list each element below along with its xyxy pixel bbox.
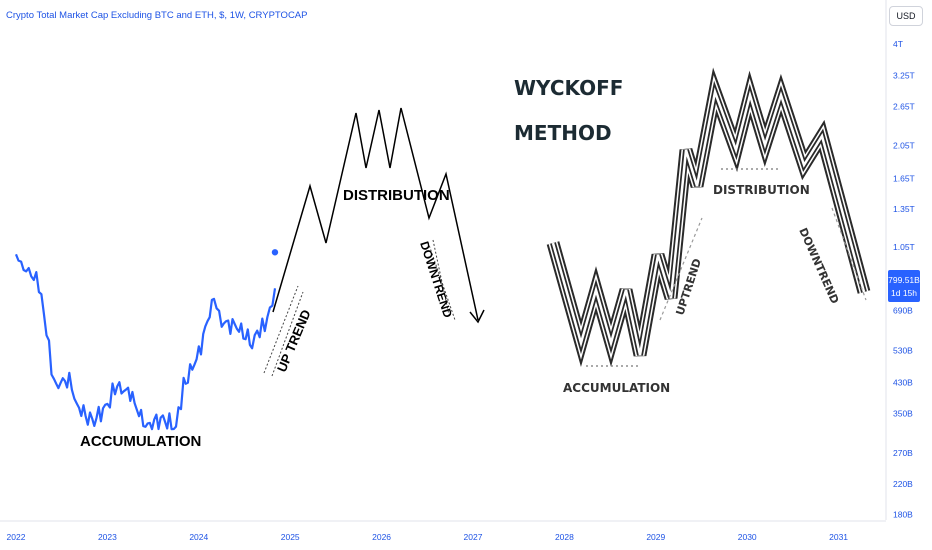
wyckoff-title-line2: METHOD: [514, 121, 612, 145]
time-axis-tick-label: 2031: [829, 532, 848, 542]
price-axis-tick-label: 2.65T: [893, 101, 915, 111]
time-axis-tick-label: 2029: [646, 532, 665, 542]
wyckoff-accumulation-label: ACCUMULATION: [563, 381, 670, 395]
last-price-badge: 799.51B 1d 15h: [888, 270, 920, 302]
downtrend-guide-line-2: [432, 239, 450, 316]
wyckoff-downtrend-dots: [831, 207, 867, 301]
price-axis-tick-label: 350B: [893, 409, 913, 419]
price-axis-tick-label: 3.25T: [893, 71, 915, 81]
uptrend-guide-line: [263, 285, 299, 374]
price-axis-tick-label: 690B: [893, 306, 913, 316]
time-axis-tick-label: 2030: [738, 532, 757, 542]
time-axis-tick-label: 2022: [7, 532, 26, 542]
price-axis-tick-label: 1.65T: [893, 173, 915, 183]
price-series-line: [14, 253, 277, 431]
time-axis-tick-label: 2026: [372, 532, 391, 542]
wyckoff-downtrend-label: DOWNTREND: [796, 226, 841, 306]
up-trend-label: UP TREND: [274, 307, 314, 374]
wyckoff-path-core: [551, 87, 866, 356]
chart-title: Crypto Total Market Cap Excluding BTC an…: [6, 10, 308, 21]
projection-path: [272, 107, 479, 321]
last-price-value: 799.51B: [888, 275, 920, 285]
wyckoff-diagram: WYCKOFF METHOD ACCUMULATION UPTREND DIST…: [514, 67, 871, 395]
price-axis-tick-label: 4T: [893, 39, 903, 49]
currency-button[interactable]: USD: [889, 6, 923, 26]
price-axis-tick-label: 530B: [893, 346, 913, 356]
wyckoff-title-line1: WYCKOFF: [514, 76, 623, 100]
downtrend-label: DOWNTREND: [417, 240, 455, 320]
time-axis[interactable]: 2022 2023 2024 2025 2026 2027 2028 2029 2030 2031: [7, 532, 849, 542]
price-axis-tick-label: 220B: [893, 479, 913, 489]
last-price-dot: [271, 249, 279, 256]
price-axis-tick-label: 430B: [893, 377, 913, 387]
time-axis-tick-label: 2027: [464, 532, 483, 542]
wyckoff-uptrend-dots: [659, 217, 703, 321]
wyckoff-distribution-label: DISTRIBUTION: [713, 183, 810, 197]
price-axis-tick-label: 1.35T: [893, 204, 915, 214]
price-axis-tick-label: 180B: [893, 510, 913, 520]
time-axis-tick-label: 2023: [98, 532, 117, 542]
price-axis-tick-label: 1.05T: [893, 242, 915, 252]
time-axis-tick-label: 2024: [189, 532, 208, 542]
price-axis-tick-label: 270B: [893, 448, 913, 458]
accumulation-label: ACCUMULATION: [80, 433, 201, 450]
distribution-label: DISTRIBUTION: [343, 187, 450, 204]
projection-arrowhead: [469, 309, 485, 324]
countdown-value: 1d 15h: [891, 288, 917, 298]
time-axis-tick-label: 2025: [281, 532, 300, 542]
time-axis-tick-label: 2028: [555, 532, 574, 542]
price-axis-tick-label: 2.05T: [893, 140, 915, 150]
uptrend-guide-line-2: [271, 291, 304, 377]
